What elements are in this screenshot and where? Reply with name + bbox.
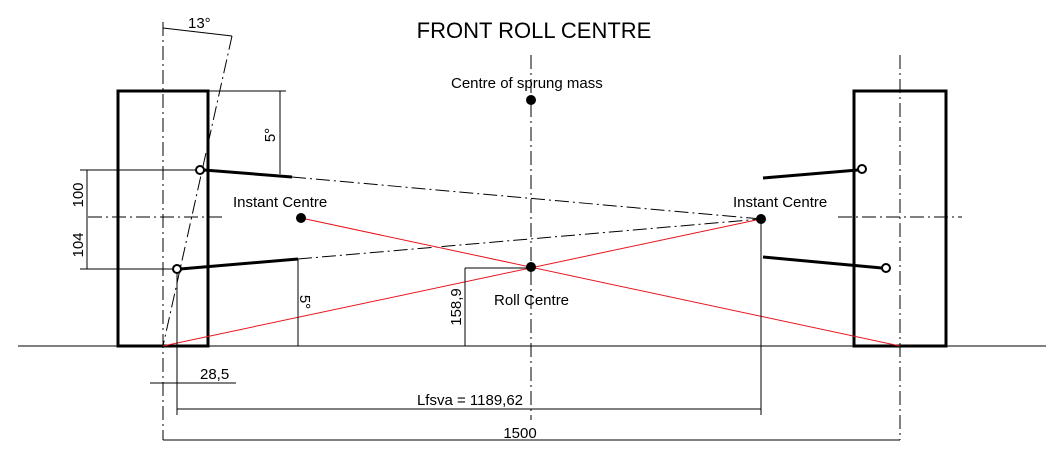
kingpin-axis <box>162 35 233 347</box>
centre-of-sprung-mass-label: Centre of sprung mass <box>451 75 603 92</box>
lower-arm-angle-label: 5° <box>296 295 313 309</box>
left-lower-ball-joint <box>172 264 182 274</box>
right-instant-centre-point <box>756 214 766 224</box>
left-force-line <box>162 218 762 347</box>
right-lower-arm <box>762 255 883 270</box>
right-upper-ball-joint <box>857 164 867 174</box>
upper-arm-extension <box>291 176 762 220</box>
kingpin-angle-label: 13° <box>188 15 211 32</box>
roll-centre-label: Roll Centre <box>494 292 569 309</box>
left-instant-centre-point <box>296 213 306 223</box>
right-lower-ball-joint <box>881 263 891 273</box>
roll-centre-height-label: 158,9 <box>448 288 465 326</box>
upper-joint-height-label: 100 <box>70 182 87 207</box>
left-lower-arm <box>179 257 299 271</box>
kingpin-angle-arc <box>162 27 233 37</box>
lfsva-label: Lfsva = 1189,62 <box>417 392 523 409</box>
lower-joint-height-label: 104 <box>70 232 87 257</box>
diagram-title: FRONT ROLL CENTRE <box>417 18 652 43</box>
left-upper-ball-joint <box>195 165 205 175</box>
lower-arm-extension <box>297 218 762 260</box>
right-instant-centre-label: Instant Centre <box>733 194 827 211</box>
centre-of-sprung-mass-point <box>526 95 536 105</box>
right-upper-arm <box>762 168 859 180</box>
left-upper-arm <box>203 168 293 179</box>
right-force-line <box>300 217 901 347</box>
scrub-radius-label: 28,5 <box>200 366 229 383</box>
upper-arm-angle-label: 5° <box>262 128 279 142</box>
roll-centre-point <box>526 262 536 272</box>
track-width-label: 1500 <box>503 425 536 442</box>
left-instant-centre-label: Instant Centre <box>233 194 327 211</box>
